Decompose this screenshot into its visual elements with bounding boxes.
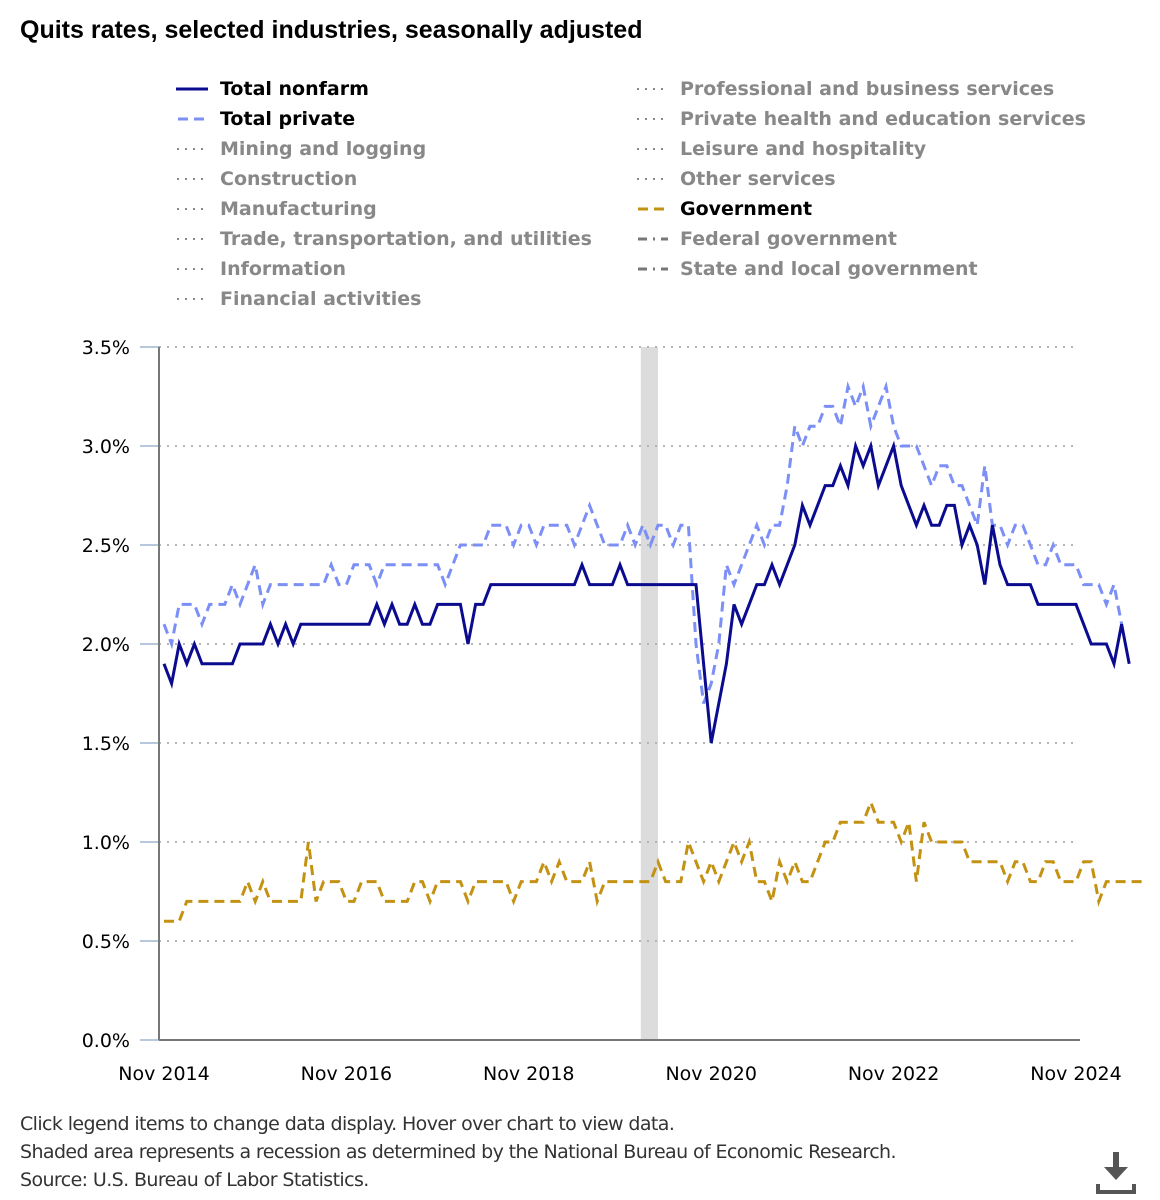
x-tick-label: Nov 2024 [1030, 1063, 1121, 1085]
chart-footer: Click legend items to change data displa… [20, 1110, 897, 1194]
legend-item-manufacturing[interactable]: Manufacturing [176, 194, 592, 224]
legend-item-total-private[interactable]: Total private [176, 104, 592, 134]
legend-swatch-dashed-icon [178, 117, 208, 121]
legend-label: State and local government [680, 258, 978, 280]
legend-item-professional-and-business-services[interactable]: Professional and business services [636, 74, 1086, 104]
legend-swatch-dotted-icon [637, 118, 668, 120]
legend-label: Federal government [680, 228, 898, 250]
legend-item-federal-government[interactable]: Federal government [636, 224, 1086, 254]
recession-band [640, 347, 658, 1040]
x-tick-label: Nov 2022 [848, 1063, 939, 1085]
footer-instructions: Click legend items to change data displa… [20, 1113, 675, 1135]
x-tick-label: Nov 2016 [301, 1063, 392, 1085]
legend-swatch-dotted-icon [177, 238, 208, 240]
legend-label: Total private [220, 108, 356, 130]
legend-swatch-dotted-icon [177, 298, 208, 300]
legend-swatch-dotted-icon [177, 178, 208, 180]
legend-item-mining-and-logging[interactable]: Mining and logging [176, 134, 592, 164]
legend-item-other-services[interactable]: Other services [636, 164, 1086, 194]
legend-item-trade-transportation-and-utilities[interactable]: Trade, transportation, and utilities [176, 224, 592, 254]
y-tick-label: 0.5% [82, 931, 130, 953]
legend-label: Leisure and hospitality [680, 138, 927, 160]
y-tick-label: 3.0% [82, 436, 130, 458]
legend-swatch-dotted-icon [177, 268, 208, 270]
legend-right: Professional and business services Privat… [636, 74, 1086, 284]
legend-label: Total nonfarm [220, 78, 369, 100]
legend-item-total-nonfarm[interactable]: Total nonfarm [176, 74, 592, 104]
series-line-government[interactable] [164, 798, 1145, 923]
download-button[interactable] [1094, 1152, 1138, 1194]
footer-source: Source: U.S. Bureau of Labor Statistics. [20, 1169, 369, 1191]
x-tick-label: Nov 2014 [118, 1063, 209, 1085]
legend-item-construction[interactable]: Construction [176, 164, 592, 194]
y-tick-label: 2.5% [82, 535, 130, 557]
footer-recession-note: Shaded area represents a recession as de… [20, 1141, 897, 1163]
legend-label: Professional and business services [680, 78, 1055, 100]
legend-swatch-dotted-icon [177, 208, 208, 210]
legend-swatch-dashed-icon [638, 207, 668, 211]
legend-item-leisure-and-hospitality[interactable]: Leisure and hospitality [636, 134, 1086, 164]
legend-swatch-dotted-icon [177, 148, 208, 150]
legend-item-government[interactable]: Government [636, 194, 1086, 224]
legend-item-financial-activities[interactable]: Financial activities [176, 284, 592, 314]
x-tick-label: Nov 2020 [665, 1063, 756, 1085]
legend-swatch-dotted-icon [637, 178, 668, 180]
y-tick-label: 1.5% [82, 733, 130, 755]
chart-plot[interactable]: 0.0% 0.5% 1.0% 1.5% 2.0% 2.5% 3.0% 3.5% Nov 2014… [0, 320, 1160, 1100]
legend-left: Total nonfarm Total private Mining and log… [176, 74, 592, 314]
legend-swatch-dotted-icon [637, 88, 668, 90]
y-tick-label: 2.0% [82, 634, 130, 656]
legend-label: Mining and logging [220, 138, 427, 160]
legend-label: Other services [680, 168, 836, 190]
legend-item-state-and-local-government[interactable]: State and local government [636, 254, 1086, 284]
legend-item-private-health-and-education-services[interactable]: Private health and education services [636, 104, 1086, 134]
series-line-total-nonfarm[interactable] [162, 440, 1131, 744]
legend-label: Financial activities [220, 288, 422, 310]
series-line-total-private[interactable] [162, 381, 1124, 704]
legend-label: Construction [220, 168, 358, 190]
y-tick-label: 3.5% [82, 337, 130, 359]
y-tick-label: 0.0% [82, 1030, 130, 1052]
legend-swatch-dashdot-icon [638, 237, 668, 241]
x-tick-label: Nov 2018 [483, 1063, 574, 1085]
legend-swatch-dashdot-icon [638, 267, 668, 271]
legend-swatch-dotted-icon [637, 148, 668, 150]
chart-title: Quits rates, selected industries, season… [20, 16, 643, 44]
legend-label: Manufacturing [220, 198, 377, 220]
legend-swatch-solid-icon [176, 87, 208, 91]
download-icon [1096, 1152, 1136, 1194]
legend-label: Information [220, 258, 347, 280]
legend-item-information[interactable]: Information [176, 254, 592, 284]
legend-label: Private health and education services [680, 108, 1086, 130]
legend-label: Government [680, 198, 813, 220]
legend-label: Trade, transportation, and utilities [220, 228, 592, 250]
y-tick-label: 1.0% [82, 832, 130, 854]
